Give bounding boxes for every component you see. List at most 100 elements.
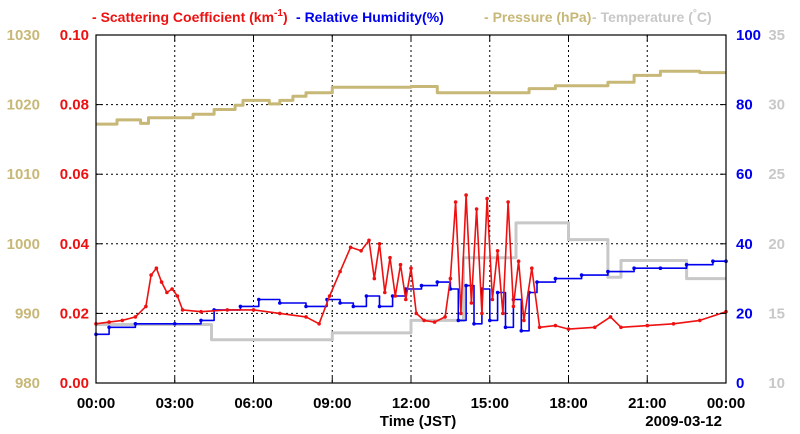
data-point	[453, 200, 458, 204]
data-point	[495, 290, 500, 295]
data-point	[383, 290, 387, 295]
legend-label: Pressure (hPa)	[493, 9, 592, 25]
temperature-tick-label: 30	[768, 97, 785, 114]
data-point	[606, 269, 610, 274]
legend-item: - Temperature (°C)	[592, 8, 712, 25]
data-point	[278, 301, 282, 305]
data-point	[199, 318, 203, 323]
data-point	[351, 304, 356, 309]
data-point	[464, 193, 468, 197]
data-point	[522, 318, 526, 323]
data-point	[530, 266, 534, 271]
data-point	[553, 276, 558, 281]
data-point	[238, 304, 243, 309]
data-point	[632, 266, 636, 271]
data-point	[107, 325, 111, 330]
scattering-tick-label: 0.08	[60, 97, 89, 114]
data-point	[257, 297, 261, 302]
data-point	[537, 325, 542, 330]
legend-label: Temperature (	[601, 9, 694, 25]
data-point	[419, 283, 424, 288]
data-point	[488, 318, 492, 323]
data-point	[327, 294, 332, 298]
data-point	[338, 301, 342, 305]
data-point	[435, 280, 440, 284]
series-line	[96, 69, 726, 126]
data-point	[506, 200, 510, 204]
series-pressure-hpa	[96, 69, 726, 126]
legend-label: Scattering Coefficient (km	[101, 9, 274, 25]
legend-dash: -	[592, 9, 601, 25]
data-point	[490, 297, 495, 302]
temperature-tick-label: 25	[768, 166, 785, 183]
data-point	[422, 318, 426, 323]
data-point	[469, 301, 474, 305]
data-point	[671, 322, 676, 326]
data-point	[175, 294, 180, 298]
pressure-tick-label: 980	[15, 375, 40, 392]
data-point	[377, 242, 382, 246]
series-scattering-coefficient-km-1	[94, 193, 728, 331]
data-point	[443, 315, 447, 319]
scattering-tick-label: 0.06	[60, 166, 89, 183]
humidity-tick-label: 0	[736, 375, 744, 392]
data-point	[304, 315, 308, 319]
data-point	[645, 323, 650, 328]
data-point	[698, 318, 702, 323]
legend-item: - Relative Humidity(%)	[296, 9, 444, 25]
data-point	[566, 327, 571, 331]
data-point	[485, 196, 489, 201]
data-point	[501, 311, 505, 316]
data-point	[317, 322, 321, 326]
x-tick-label: 12:00	[392, 395, 430, 412]
temperature-tick-label: 35	[768, 27, 785, 44]
temperature-tick-label: 20	[768, 236, 785, 253]
data-point	[409, 266, 413, 271]
legend-item: - Scattering Coefficient (km-1)	[92, 8, 288, 25]
legend-dash: -	[92, 9, 101, 25]
x-tick-label: 03:00	[156, 395, 194, 412]
pressure-tick-label: 990	[15, 305, 40, 322]
data-point	[393, 294, 398, 298]
data-point	[474, 207, 479, 211]
data-point	[165, 290, 169, 295]
data-point	[251, 308, 256, 312]
legend-label: Relative Humidity(%)	[305, 9, 444, 25]
legend-label-close: )	[283, 9, 288, 25]
data-point	[304, 304, 308, 309]
data-point	[173, 322, 177, 326]
data-point	[608, 315, 613, 319]
data-point	[619, 325, 623, 330]
data-point	[133, 322, 138, 326]
data-point	[495, 249, 500, 253]
data-point	[511, 304, 516, 309]
x-tick-label: 00:00	[707, 395, 745, 412]
x-tick-label: 21:00	[628, 395, 666, 412]
scattering-tick-label: 0.10	[60, 27, 89, 44]
humidity-tick-label: 60	[736, 166, 753, 183]
x-axis-title: Time (JST)	[380, 413, 456, 430]
data-point	[459, 311, 463, 316]
data-point	[503, 325, 508, 330]
x-tick-label: 15:00	[471, 395, 509, 412]
data-point	[658, 266, 663, 271]
legend-degree: °	[693, 8, 697, 19]
data-point	[414, 311, 419, 316]
data-point	[684, 262, 689, 267]
scattering-tick-label: 0.00	[60, 375, 89, 392]
data-point	[432, 320, 437, 324]
x-tick-label: 18:00	[549, 395, 587, 412]
data-point	[553, 323, 558, 328]
scattering-tick-label: 0.04	[60, 236, 90, 253]
pressure-tick-label: 1020	[7, 97, 40, 114]
data-point	[480, 311, 484, 316]
data-point	[338, 269, 342, 274]
data-point	[388, 255, 392, 260]
data-point	[154, 266, 159, 271]
data-point	[464, 283, 468, 288]
data-point	[133, 315, 138, 319]
x-tick-label: 06:00	[234, 395, 272, 412]
data-point	[448, 276, 453, 281]
data-point	[225, 308, 230, 312]
data-point	[398, 262, 403, 267]
